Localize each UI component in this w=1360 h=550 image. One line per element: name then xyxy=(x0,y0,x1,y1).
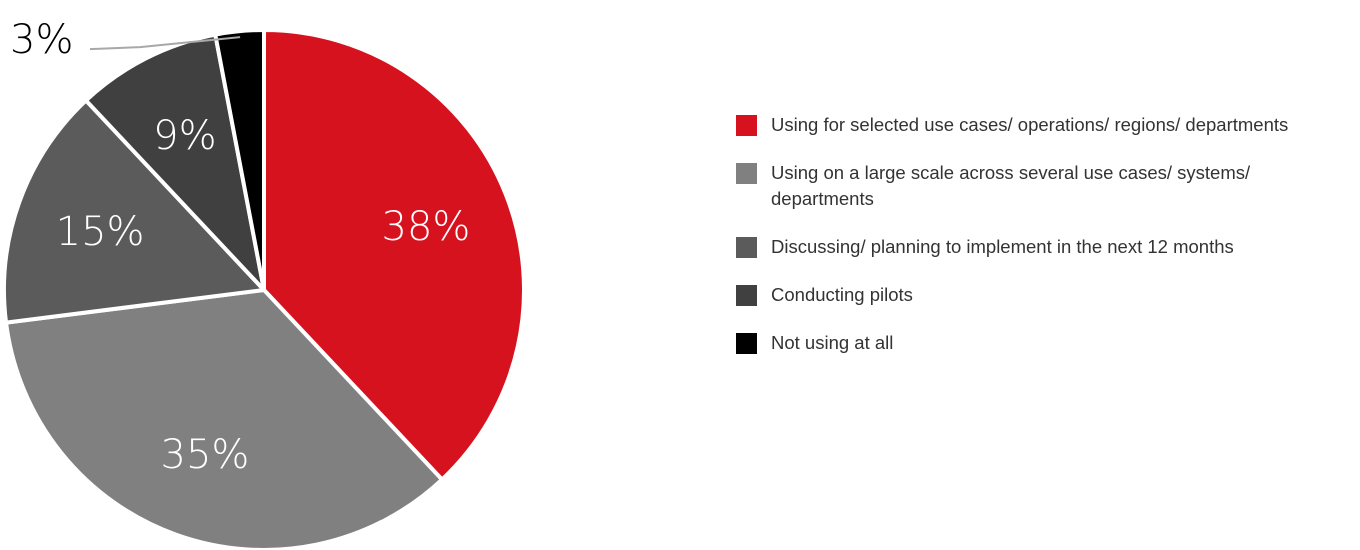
pie-label-conducting-pilots: 9% xyxy=(153,113,216,159)
legend-swatch xyxy=(736,163,757,184)
pie-label-using-on-a-large-scale-across-several-us: 35% xyxy=(161,432,250,478)
legend-swatch xyxy=(736,237,757,258)
legend-item-pilots: Conducting pilots xyxy=(736,282,1346,308)
legend-swatch xyxy=(736,115,757,136)
legend-item-large-scale: Using on a large scale across several us… xyxy=(736,160,1346,212)
pie-label-discussing-planning-to-implement-in-the-: 15% xyxy=(56,209,145,255)
pie-label-using-for-selected-use-cases-operations-: 38% xyxy=(382,204,471,250)
pie-chart: 38% 35% 15% 9% 3% xyxy=(2,17,526,550)
legend-label: Not using at all xyxy=(771,332,894,353)
pie-label-not-using-at-all: 3% xyxy=(10,17,73,63)
pie-slice-not-using-at-all xyxy=(213,28,266,292)
pie-slice-using-for-selected-use-cases-operations- xyxy=(262,28,526,482)
legend-label: Using for selected use cases/ operations… xyxy=(771,114,1289,135)
legend-item-selected-use-cases: Using for selected use cases/ operations… xyxy=(736,112,1346,138)
leader-line xyxy=(89,36,241,51)
pie-slice-discussing-planning-to-implement-in-the- xyxy=(2,98,266,325)
legend-swatch xyxy=(736,285,757,306)
legend-item-not-using: Not using at all xyxy=(736,330,1346,356)
legend-label: Using on a large scale across several us… xyxy=(771,162,1251,209)
pie-slice-using-on-a-large-scale-across-several-us xyxy=(4,288,444,550)
legend-item-planning: Discussing/ planning to implement in the… xyxy=(736,234,1346,260)
pie-slice-conducting-pilots xyxy=(84,32,266,292)
legend-label: Discussing/ planning to implement in the… xyxy=(771,236,1234,257)
legend: Using for selected use cases/ operations… xyxy=(736,112,1346,378)
legend-swatch xyxy=(736,333,757,354)
legend-label: Conducting pilots xyxy=(771,284,913,305)
